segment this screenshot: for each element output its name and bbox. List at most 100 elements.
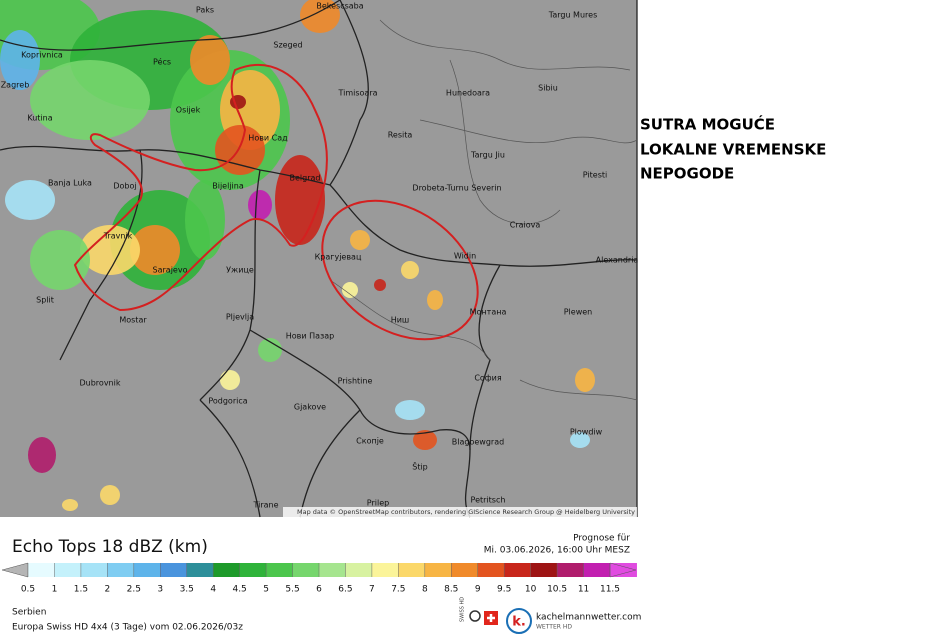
colorbar-label: 1 <box>52 585 58 595</box>
city-label: Targu Mures <box>548 11 597 20</box>
echo <box>130 225 180 275</box>
colorbar-label: 8.5 <box>444 585 458 595</box>
colorbar-label: 2.5 <box>127 585 141 595</box>
echo <box>401 261 419 279</box>
colorbar-label: 5.5 <box>285 585 299 595</box>
region: Serbien <box>12 608 46 618</box>
colorbar-segment <box>292 563 320 577</box>
colorbar-segment <box>107 563 135 577</box>
city-label: Split <box>36 296 54 305</box>
city-label: Doboj <box>113 182 136 191</box>
echo <box>220 370 240 390</box>
colorbar-label: 9.5 <box>497 585 511 595</box>
legend-title: Echo Tops 18 dBZ (km) <box>12 537 208 557</box>
city-label: Нови Пазар <box>286 332 335 341</box>
forecast-label: Prognose für <box>573 534 630 544</box>
city-label: Szeged <box>273 41 302 50</box>
echo <box>185 180 225 260</box>
colorbar-label: 3 <box>157 585 163 595</box>
logo-letter: k. <box>512 615 526 630</box>
brand: kachelmannwetter.com <box>536 613 641 623</box>
echo <box>30 230 90 290</box>
model-run: Europa Swiss HD 4x4 (3 Tage) vom 02.06.2… <box>12 623 243 633</box>
warning-outlines <box>73 64 479 341</box>
city-label: Prilep <box>367 499 389 508</box>
colorbar-label: 8 <box>422 585 428 595</box>
echo <box>215 125 265 175</box>
colorbar-segment <box>213 563 241 577</box>
swiss-cross <box>487 614 495 622</box>
city-label: Koprivnica <box>21 51 63 60</box>
city-label: Blagoewgrad <box>452 438 504 447</box>
colorbar-segment <box>345 563 373 577</box>
city-label: Widin <box>454 252 476 261</box>
city-label: Resita <box>388 131 413 140</box>
colorbar-label: 5 <box>263 585 269 595</box>
colorbar-segment <box>451 563 479 577</box>
echo <box>374 279 386 291</box>
colorbar-segment <box>319 563 346 577</box>
colorbar-segment <box>28 563 55 577</box>
echo <box>100 485 120 505</box>
colorbar-label: 7 <box>369 585 375 595</box>
city-label: Travnik <box>103 232 133 241</box>
borders <box>0 0 638 518</box>
city-label: Gjakove <box>294 403 326 412</box>
colorbar-segment <box>477 563 505 577</box>
city-label: Plowdiw <box>570 428 603 437</box>
echo <box>62 499 78 511</box>
city-label: Timisoara <box>337 89 377 98</box>
colorbar-label: 10.5 <box>547 585 567 595</box>
colorbar-label: 0.5 <box>21 585 35 595</box>
colorbar-label: 3.5 <box>180 585 194 595</box>
colorbar-segment <box>557 563 585 577</box>
city-label: Монтана <box>470 308 507 317</box>
colorbar-segment <box>186 563 214 577</box>
city-label: Bekescsaba <box>316 2 363 11</box>
city-label: Štip <box>412 461 428 472</box>
annotation-line: LOKALNE VREMENSKE <box>640 141 826 159</box>
colorbar-label: 11 <box>578 585 589 595</box>
city-label: Prishtine <box>338 377 373 386</box>
colorbar-label: 9 <box>475 585 481 595</box>
city-label: Mostar <box>119 316 147 325</box>
colorbar-segment <box>371 563 399 577</box>
echo <box>28 437 56 473</box>
city-label: Petritsch <box>471 496 506 505</box>
city-label: Sibiu <box>538 84 558 93</box>
city-label: Paks <box>196 6 214 15</box>
echo <box>248 190 272 220</box>
city-label: Ужице <box>226 266 254 275</box>
city-label: Targu Jiu <box>470 151 505 160</box>
colorbar-segment <box>80 563 108 577</box>
colorbar-segment <box>54 563 82 577</box>
colorbar-segment <box>583 563 611 577</box>
echo <box>258 338 282 362</box>
city-label: Podgorica <box>208 397 247 406</box>
colorbar-label: 6 <box>316 585 322 595</box>
search-icon <box>469 610 481 622</box>
colorbar-segment <box>530 563 558 577</box>
echo <box>427 290 443 310</box>
city-label: Pljevlja <box>226 313 254 322</box>
colorbar-segment <box>424 563 452 577</box>
city-labels: Paks Bekescsaba Targu Mures Koprivnica Pécs S… <box>1 2 639 510</box>
attribution-bg <box>283 507 637 517</box>
badge: SWISS HD <box>460 597 466 622</box>
logo-ring <box>506 608 532 634</box>
attribution: Map data © OpenStreetMap contributors, r… <box>297 508 635 516</box>
echo <box>0 30 40 90</box>
echo <box>395 400 425 420</box>
inner-borders <box>329 19 638 401</box>
city-label: Banja Luka <box>48 179 92 188</box>
city-label: Drobeta-Turnu Severin <box>412 184 501 193</box>
colorbar-segment <box>266 563 294 577</box>
city-label: Скопје <box>356 437 384 446</box>
echo <box>30 60 150 140</box>
city-label: Pécs <box>153 57 171 67</box>
colorbar-arrow <box>1 562 29 578</box>
city-label: Craiova <box>510 221 541 230</box>
city-label: Sarajevo <box>153 266 188 275</box>
echo <box>570 432 590 448</box>
city-label: Belgrad <box>290 174 321 183</box>
